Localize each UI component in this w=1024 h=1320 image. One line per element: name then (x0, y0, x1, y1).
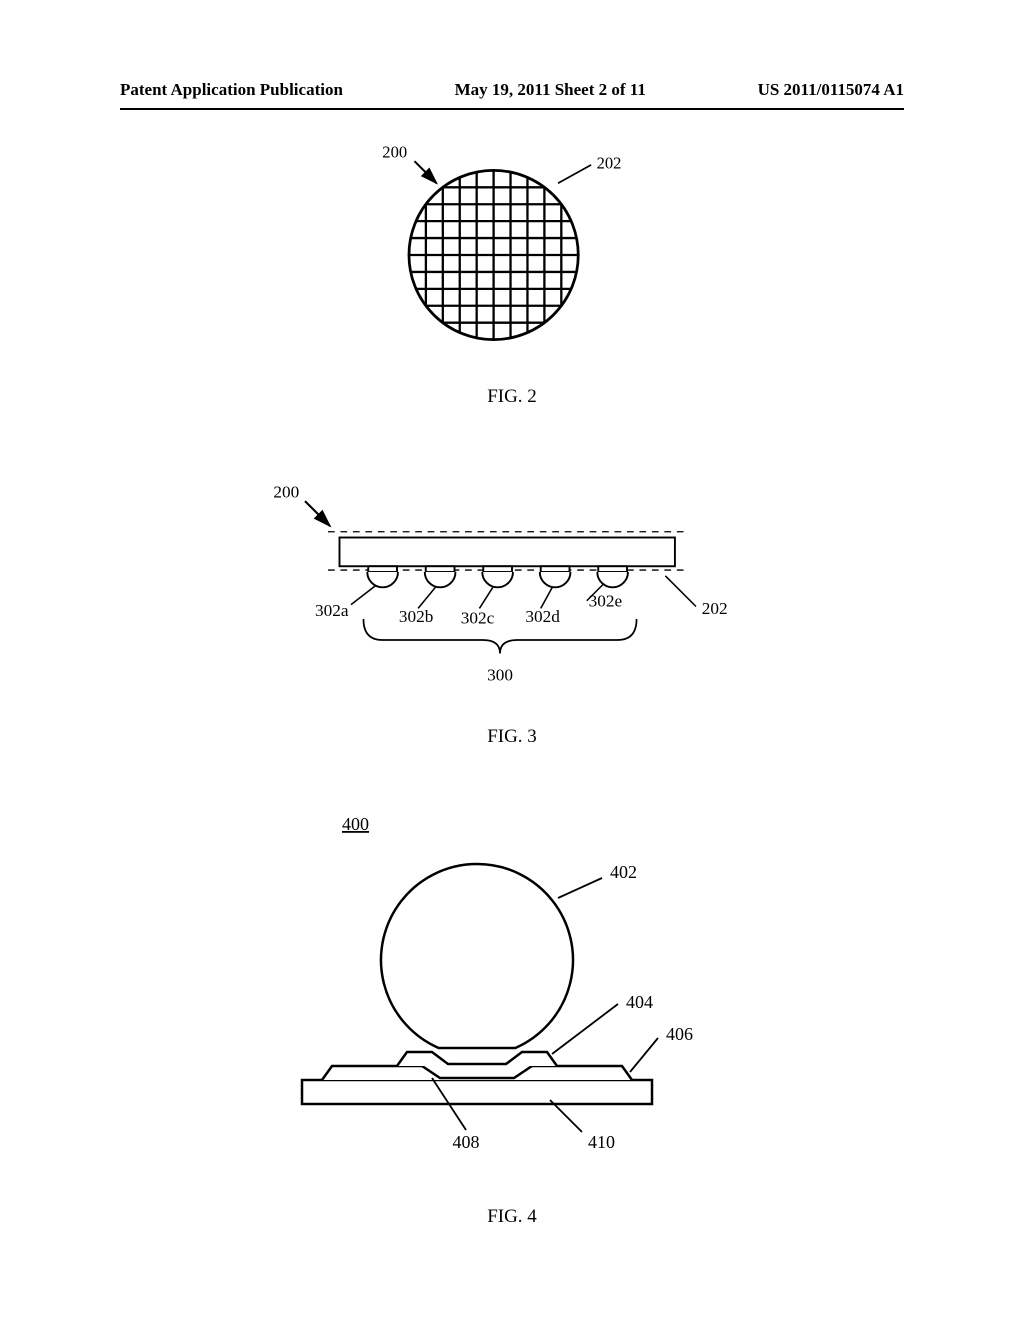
bump-4 (597, 566, 628, 587)
lead-302d (541, 587, 553, 608)
bump-2 (482, 566, 513, 587)
layer-408 (322, 1066, 632, 1080)
lead-302c (479, 587, 492, 608)
header-left: Patent Application Publication (120, 80, 343, 100)
label-410: 410 (588, 1132, 615, 1152)
fig2-caption: FIG. 2 (0, 386, 1024, 408)
figure-4: 400 402 404 406 408 410 FIG. 4 (0, 810, 1024, 1228)
label-408: 408 (453, 1132, 480, 1152)
label-302e: 302e (589, 592, 623, 611)
lead-202 (558, 165, 591, 183)
label-202: 202 (597, 154, 622, 173)
figure-2: 200 202 FIG. 2 (0, 140, 1024, 408)
lead-202 (665, 576, 696, 607)
lead-302b (418, 587, 435, 608)
label-406: 406 (666, 1024, 693, 1044)
bump-0 (367, 566, 398, 587)
header-rule (120, 108, 904, 110)
label-302b: 302b (399, 607, 434, 626)
fig4-caption: FIG. 4 (0, 1206, 1024, 1228)
label-302a: 302a (315, 601, 349, 620)
label-402: 402 (610, 862, 637, 882)
label-200: 200 (382, 142, 407, 161)
fig4-svg: 400 402 404 406 408 410 (252, 810, 772, 1190)
lead-406 (630, 1038, 658, 1072)
lead-200 (414, 161, 436, 183)
page-header: Patent Application Publication May 19, 2… (0, 80, 1024, 100)
lead-402 (558, 878, 602, 898)
label-300: 300 (487, 665, 513, 684)
label-200: 200 (273, 482, 299, 501)
figure-3: 302a 302b 302c 302d 302e 202 200 300 FIG. 3 (0, 480, 1024, 748)
substrate-410 (302, 1080, 652, 1104)
lead-302a (351, 585, 376, 604)
header-center: May 19, 2011 Sheet 2 of 11 (455, 80, 646, 100)
label-400: 400 (342, 814, 369, 834)
fig3-caption: FIG. 3 (0, 726, 1024, 748)
bump-1 (425, 566, 456, 587)
layer-404 (397, 1052, 557, 1066)
label-302c: 302c (461, 609, 495, 628)
die-rect (340, 538, 675, 567)
label-404: 404 (626, 992, 653, 1012)
fig2-svg: 200 202 (352, 140, 672, 370)
lead-404 (552, 1004, 618, 1054)
bump-3 (540, 566, 571, 587)
label-202: 202 (702, 599, 728, 618)
fig3-svg: 302a 302b 302c 302d 302e 202 200 300 (252, 480, 772, 710)
ball-402 (381, 864, 573, 1048)
label-302d: 302d (525, 607, 560, 626)
header-right: US 2011/0115074 A1 (758, 80, 904, 100)
lead-200 (305, 501, 330, 526)
